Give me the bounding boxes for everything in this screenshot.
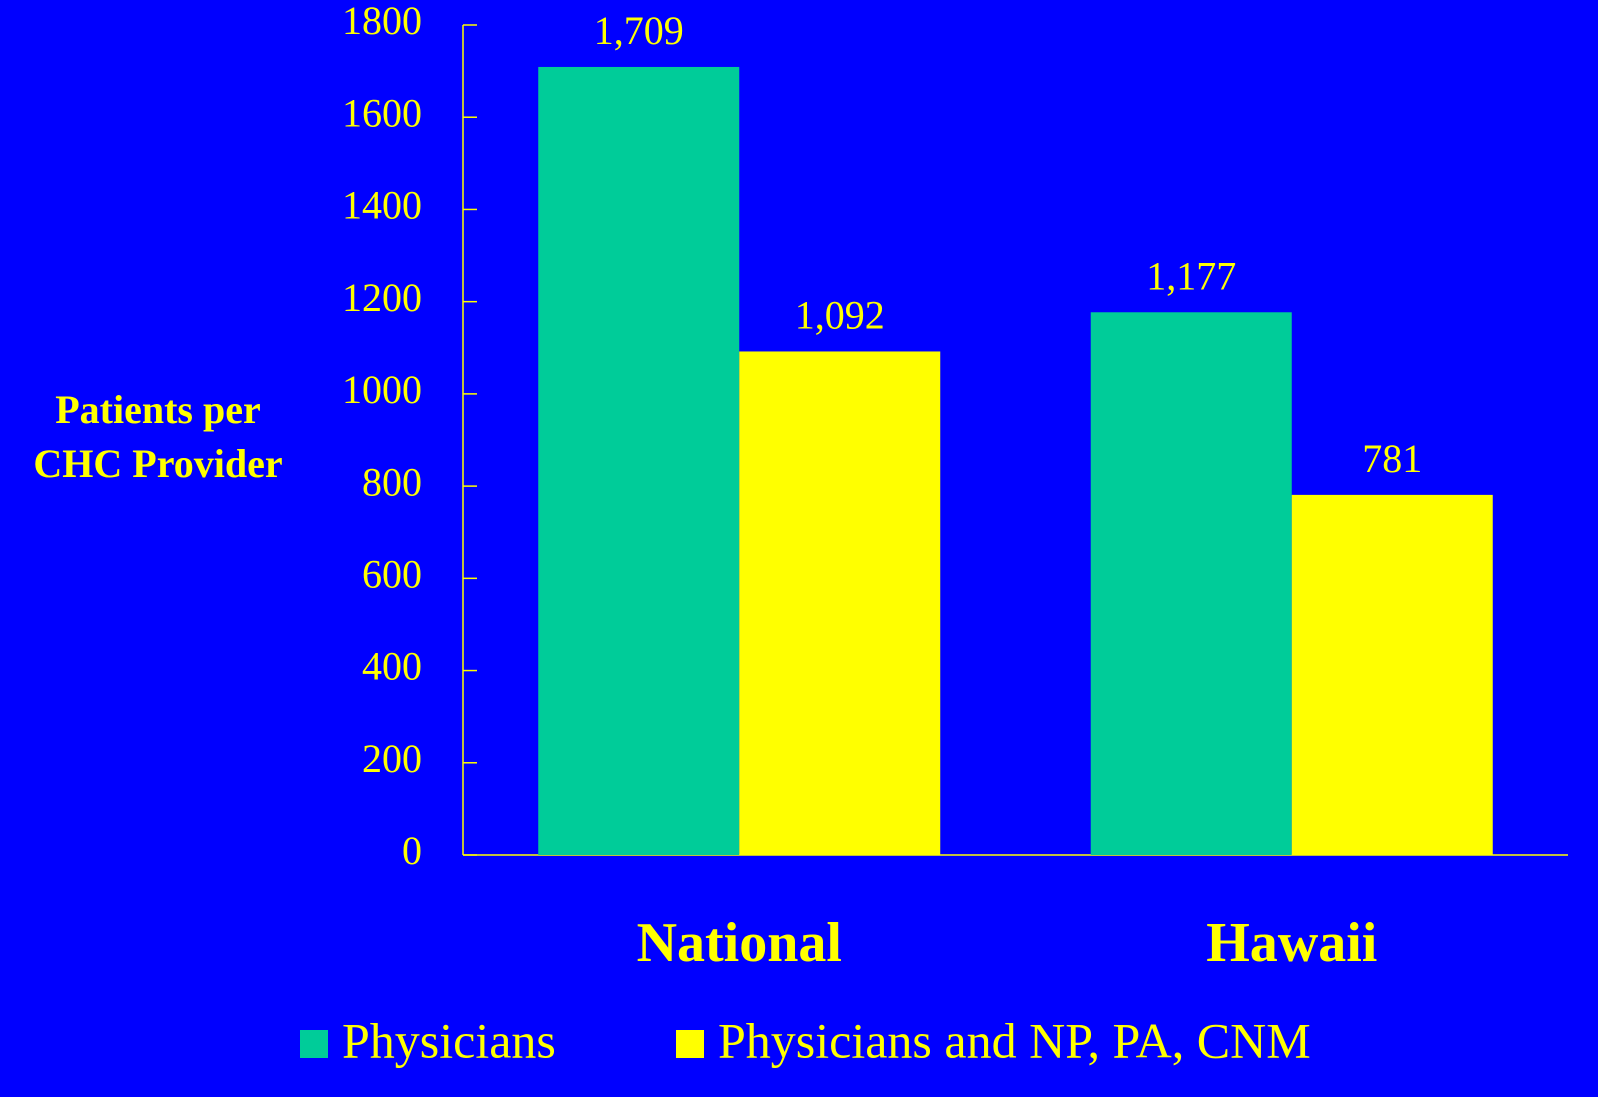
x-tick-label: National	[637, 912, 842, 974]
x-tick-label: Hawaii	[1206, 912, 1377, 974]
y-tick-label: 1000	[342, 367, 422, 412]
y-tick-label: 1600	[342, 90, 422, 135]
legend-label: Physicians and NP, PA, CNM	[718, 1012, 1311, 1068]
y-tick-label: 600	[362, 552, 422, 597]
legend-swatch	[676, 1030, 704, 1058]
value-label: 1,177	[1146, 253, 1236, 298]
bar	[739, 351, 941, 855]
bar	[538, 66, 740, 855]
y-tick-label: 800	[362, 459, 422, 504]
value-label: 781	[1362, 436, 1422, 481]
y-tick-label: 1200	[342, 275, 422, 320]
y-tick-label: 1800	[342, 0, 422, 43]
value-label: 1,092	[795, 293, 885, 338]
y-tick-label: 1400	[342, 183, 422, 228]
y-tick-label: 0	[402, 828, 422, 873]
y-tick-label: 400	[362, 644, 422, 689]
bar	[1090, 312, 1292, 855]
y-axis-label: Patients per	[55, 387, 261, 432]
y-axis-label: CHC Provider	[33, 441, 282, 486]
value-label: 1,709	[594, 8, 684, 53]
y-tick-label: 200	[362, 736, 422, 781]
legend-label: Physicians	[342, 1012, 556, 1068]
bar	[1291, 494, 1493, 855]
legend-swatch	[300, 1030, 328, 1058]
